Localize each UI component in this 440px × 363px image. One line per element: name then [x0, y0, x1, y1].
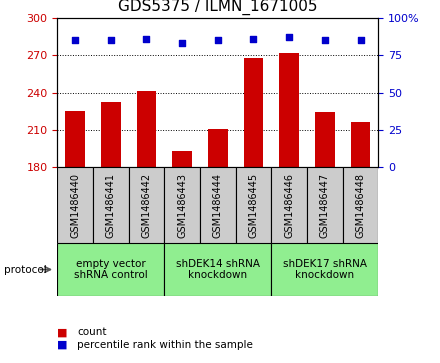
Text: count: count — [77, 327, 106, 337]
Text: GSM1486440: GSM1486440 — [70, 172, 80, 238]
Bar — [307, 167, 343, 243]
Bar — [200, 167, 236, 243]
Point — [250, 36, 257, 42]
Text: percentile rank within the sample: percentile rank within the sample — [77, 340, 253, 350]
Bar — [101, 102, 121, 167]
Point — [214, 38, 221, 44]
Text: protocol: protocol — [4, 265, 47, 274]
Bar — [244, 58, 263, 167]
Point — [72, 38, 79, 44]
Text: ■: ■ — [57, 340, 68, 350]
Text: GSM1486444: GSM1486444 — [213, 172, 223, 238]
Bar — [65, 111, 85, 167]
Bar — [208, 129, 227, 167]
Bar — [164, 243, 271, 296]
Text: GSM1486447: GSM1486447 — [320, 172, 330, 238]
Bar — [271, 167, 307, 243]
Bar — [57, 243, 164, 296]
Text: GSM1486441: GSM1486441 — [106, 172, 116, 238]
Point — [179, 41, 186, 46]
Point — [286, 34, 293, 40]
Text: GSM1486446: GSM1486446 — [284, 172, 294, 238]
Title: GDS5375 / ILMN_1671005: GDS5375 / ILMN_1671005 — [118, 0, 318, 15]
Text: GSM1486448: GSM1486448 — [356, 172, 366, 238]
Point — [357, 38, 364, 44]
Bar — [271, 243, 378, 296]
Bar — [351, 122, 370, 167]
Point — [107, 38, 114, 44]
Bar — [164, 167, 200, 243]
Bar — [172, 151, 192, 167]
Bar — [93, 167, 128, 243]
Text: shDEK14 shRNA
knockdown: shDEK14 shRNA knockdown — [176, 259, 260, 280]
Point — [143, 36, 150, 42]
Text: shDEK17 shRNA
knockdown: shDEK17 shRNA knockdown — [283, 259, 367, 280]
Point — [321, 38, 328, 44]
Text: GSM1486442: GSM1486442 — [141, 172, 151, 238]
Bar — [343, 167, 378, 243]
Text: ■: ■ — [57, 327, 68, 337]
Text: GSM1486445: GSM1486445 — [249, 172, 258, 238]
Bar — [128, 167, 164, 243]
Text: empty vector
shRNA control: empty vector shRNA control — [74, 259, 147, 280]
Bar — [236, 167, 271, 243]
Bar — [279, 53, 299, 167]
Bar — [136, 91, 156, 167]
Bar — [315, 113, 335, 167]
Text: GSM1486443: GSM1486443 — [177, 172, 187, 238]
Bar — [57, 167, 93, 243]
